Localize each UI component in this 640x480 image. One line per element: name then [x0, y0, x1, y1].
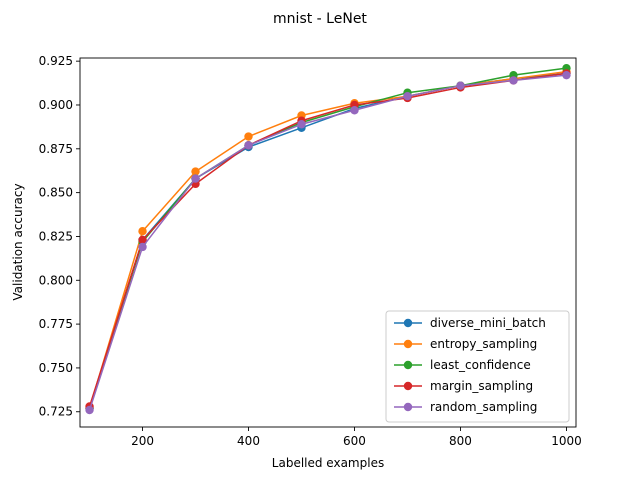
data-point — [244, 132, 253, 141]
series-line — [88, 67, 567, 409]
legend-marker — [403, 402, 413, 412]
data-point — [456, 81, 465, 90]
y-tick-label: 0.875 — [39, 142, 73, 156]
data-point — [350, 106, 359, 115]
legend-entry-margin_sampling: margin_sampling — [394, 379, 533, 393]
y-axis: 0.725 0.750 0.775 0.800 0.825 0.850 0.875 0.900… — [39, 54, 80, 419]
y-tick-label: 0.800 — [39, 273, 73, 287]
legend-label: least_confidence — [430, 358, 531, 372]
x-tick-label: 600 — [343, 434, 366, 448]
data-point — [562, 70, 571, 80]
data-point — [403, 92, 412, 101]
legend-entry-entropy_sampling: entropy_sampling — [394, 337, 537, 351]
legend-label: random_sampling — [430, 400, 537, 414]
x-tick-label: 1000 — [551, 434, 582, 448]
data-point — [138, 242, 147, 252]
legend-marker — [403, 318, 413, 328]
series-line — [88, 70, 567, 409]
y-tick-label: 0.825 — [39, 229, 73, 243]
y-axis-label: Validation accuracy — [11, 183, 25, 300]
data-point — [191, 167, 200, 176]
data-point — [85, 405, 94, 415]
y-tick-label: 0.900 — [39, 98, 73, 112]
legend-entry-random_sampling: random_sampling — [394, 400, 537, 414]
legend-entry-diverse_mini_batch: diverse_mini_batch — [394, 316, 546, 330]
legend-label: margin_sampling — [430, 379, 533, 393]
x-tick-label: 200 — [131, 434, 154, 448]
x-axis: 200 400 600 800 1000 — [131, 427, 582, 448]
legend-label: entropy_sampling — [430, 337, 537, 351]
y-tick-label: 0.725 — [39, 405, 73, 419]
legend-marker — [403, 360, 413, 370]
legend-box — [385, 310, 570, 423]
x-axis-label: Labelled examples — [272, 456, 384, 470]
legend: diverse_mini_batch entropy_sampling least_… — [385, 310, 570, 423]
data-point — [297, 120, 306, 129]
x-tick-label: 400 — [237, 434, 260, 448]
legend-label: diverse_mini_batch — [430, 316, 546, 330]
data-point — [191, 174, 200, 183]
y-tick-label: 0.925 — [39, 54, 73, 68]
chart-title: mnist - LeNet — [273, 11, 367, 27]
plot-frame — [79, 57, 577, 428]
x-tick-label: 800 — [449, 434, 472, 448]
series-line — [88, 74, 567, 411]
series-random_sampling — [85, 70, 571, 415]
plot-area — [79, 57, 577, 428]
legend-entry-least_confidence: least_confidence — [394, 358, 531, 372]
data-point — [244, 141, 253, 150]
y-tick-label: 0.850 — [39, 186, 73, 200]
legend-marker — [403, 381, 413, 391]
y-tick-label: 0.750 — [39, 361, 73, 375]
legend-marker — [403, 339, 413, 349]
data-point — [138, 235, 147, 245]
data-point — [138, 226, 147, 236]
y-tick-label: 0.775 — [39, 317, 73, 331]
data-point — [509, 76, 518, 85]
